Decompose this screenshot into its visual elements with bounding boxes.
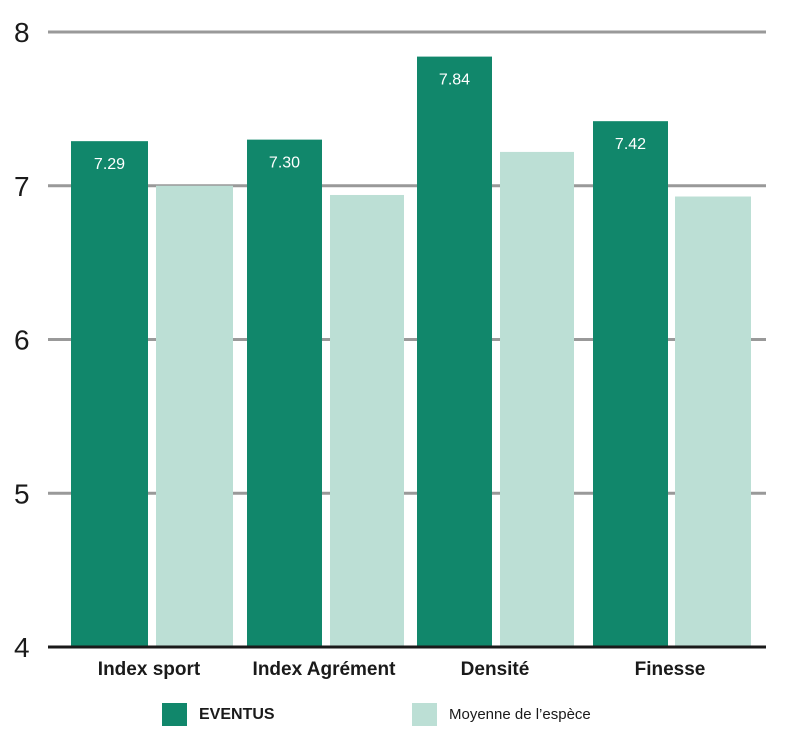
y-tick-label-7: 7	[14, 171, 30, 202]
bar-moyenne-2	[500, 151, 574, 648]
legend-label-moyenne: Moyenne de l’espèce	[449, 706, 591, 723]
x-tick-label-3: Finesse	[635, 659, 706, 680]
data-label-1: 7.30	[269, 155, 300, 172]
legend-label-eventus: EVENTUS	[199, 705, 275, 723]
legend-item-moyenne: Moyenne de l’espèce	[412, 703, 591, 726]
bar-moyenne-3	[675, 196, 751, 647]
bars	[71, 56, 751, 648]
x-tick-label-0: Index sport	[98, 659, 201, 680]
y-tick-label-8: 8	[14, 17, 30, 48]
data-label-0: 7.29	[94, 156, 125, 173]
bar-eventus-2	[417, 56, 492, 648]
bar-moyenne-0	[156, 185, 233, 647]
legend-swatch-moyenne	[412, 703, 437, 726]
legend-item-eventus: EVENTUS	[162, 703, 275, 726]
legend-swatch-eventus	[162, 703, 187, 726]
data-label-2: 7.84	[439, 72, 470, 89]
data-label-3: 7.42	[615, 136, 646, 153]
x-tick-label-1: Index Agrément	[253, 659, 397, 680]
y-tick-label-4: 4	[14, 632, 30, 663]
data-labels: 7.29 7.30 7.84 7.42	[94, 72, 646, 174]
y-tick-label-5: 5	[14, 478, 30, 509]
x-axis-tick-labels: Index sport Index Agrément Densité Finesse	[98, 659, 706, 680]
bar-eventus-1	[247, 139, 322, 647]
bar-eventus-3	[593, 121, 668, 648]
bar-eventus-0	[71, 141, 148, 647]
x-tick-label-2: Densité	[461, 659, 530, 680]
y-axis-tick-labels: 4 5 6 7 8	[14, 17, 30, 663]
bar-moyenne-1	[330, 194, 404, 647]
y-tick-label-6: 6	[14, 325, 30, 356]
